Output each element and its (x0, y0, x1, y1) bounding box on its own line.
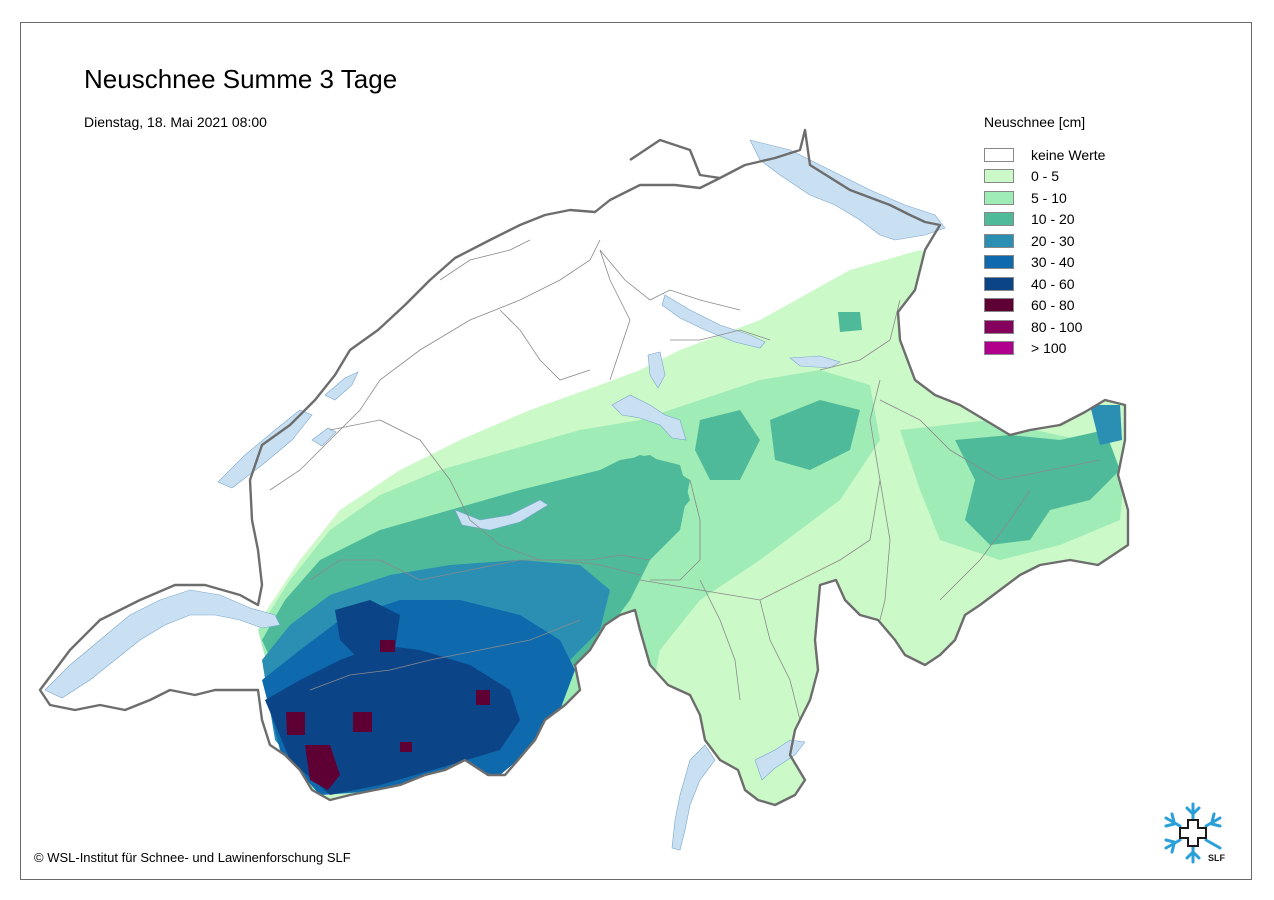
lakes (44, 139, 946, 851)
legend: Neuschnee [cm] keine Werte 0 - 5 5 - 10 10 … (984, 114, 1134, 359)
legend-row: keine Werte (984, 144, 1134, 166)
zone-10-20-central-a (605, 455, 690, 530)
legend-swatch (984, 276, 1014, 291)
legend-row: > 100 (984, 338, 1134, 360)
legend-row: 40 - 60 (984, 273, 1134, 295)
legend-swatch (984, 233, 1014, 248)
legend-label: 10 - 20 (1031, 211, 1075, 228)
legend-swatch (984, 255, 1014, 270)
lake-neuchatel (217, 409, 313, 489)
legend-label: 80 - 100 (1031, 318, 1083, 335)
lake-thun-brienz (454, 499, 549, 531)
zone-60-80-e (476, 690, 490, 705)
schaffhausen-border (629, 138, 721, 180)
legend-label: 5 - 10 (1031, 189, 1067, 206)
map-date: Dienstag, 18. Mai 2021 08:00 (84, 114, 267, 130)
legend-row: 10 - 20 (984, 209, 1134, 231)
zone-60-80-c (353, 712, 372, 732)
legend-row: 5 - 10 (984, 187, 1134, 209)
lake-walen (789, 355, 841, 369)
lake-zurich (661, 294, 766, 349)
legend-swatch (984, 319, 1014, 334)
legend-swatch (984, 169, 1014, 184)
legend-row: 60 - 80 (984, 295, 1134, 317)
legend-title: Neuschnee [cm] (984, 114, 1086, 130)
map-frame (20, 22, 1252, 880)
lake-zug (647, 351, 666, 389)
legend-label: > 100 (1031, 340, 1067, 357)
zone-20-30-east (1090, 405, 1122, 445)
legend-swatch (984, 341, 1014, 356)
zone-60-80-b (286, 712, 305, 735)
legend-row: 80 - 100 (984, 316, 1134, 338)
logo-text: SLF (1208, 853, 1225, 863)
legend-swatch (984, 212, 1014, 227)
country-border (38, 128, 1130, 807)
lake-lugano (754, 739, 806, 781)
lake-maggiore (671, 744, 716, 851)
zone-60-80-d (380, 640, 395, 652)
snowflake-cross-logo-icon (1164, 802, 1222, 864)
lake-geneva (44, 589, 281, 699)
legend-row: 0 - 5 (984, 166, 1134, 188)
zone-10-20-east (955, 430, 1120, 545)
lake-constance (749, 139, 946, 241)
legend-row: 30 - 40 (984, 252, 1134, 274)
legend-label: 0 - 5 (1031, 168, 1060, 185)
legend-label: keine Werte (1031, 146, 1106, 163)
legend-label: 40 - 60 (1031, 275, 1075, 292)
legend-label: 20 - 30 (1031, 232, 1075, 249)
zone-10-20-central-b (695, 410, 760, 480)
legend-swatch (984, 298, 1014, 313)
copyright-text: © WSL-Institut für Schnee- und Lawinenfo… (34, 850, 351, 865)
legend-label: 30 - 40 (1031, 254, 1075, 271)
legend-swatch (984, 147, 1014, 162)
legend-label: 60 - 80 (1031, 297, 1075, 314)
zone-10-20-central-c (770, 400, 860, 470)
legend-swatch (984, 190, 1014, 205)
lake-biel (324, 371, 359, 401)
lake-lucerne (611, 394, 687, 441)
zone-10-20-ne (838, 312, 862, 332)
zone-60-80-f (400, 742, 412, 752)
map-title: Neuschnee Summe 3 Tage (84, 64, 398, 94)
lake-murten (311, 427, 337, 447)
zone-60-80-a (305, 745, 340, 790)
canton-borders (269, 239, 1101, 721)
legend-row: 20 - 30 (984, 230, 1134, 252)
